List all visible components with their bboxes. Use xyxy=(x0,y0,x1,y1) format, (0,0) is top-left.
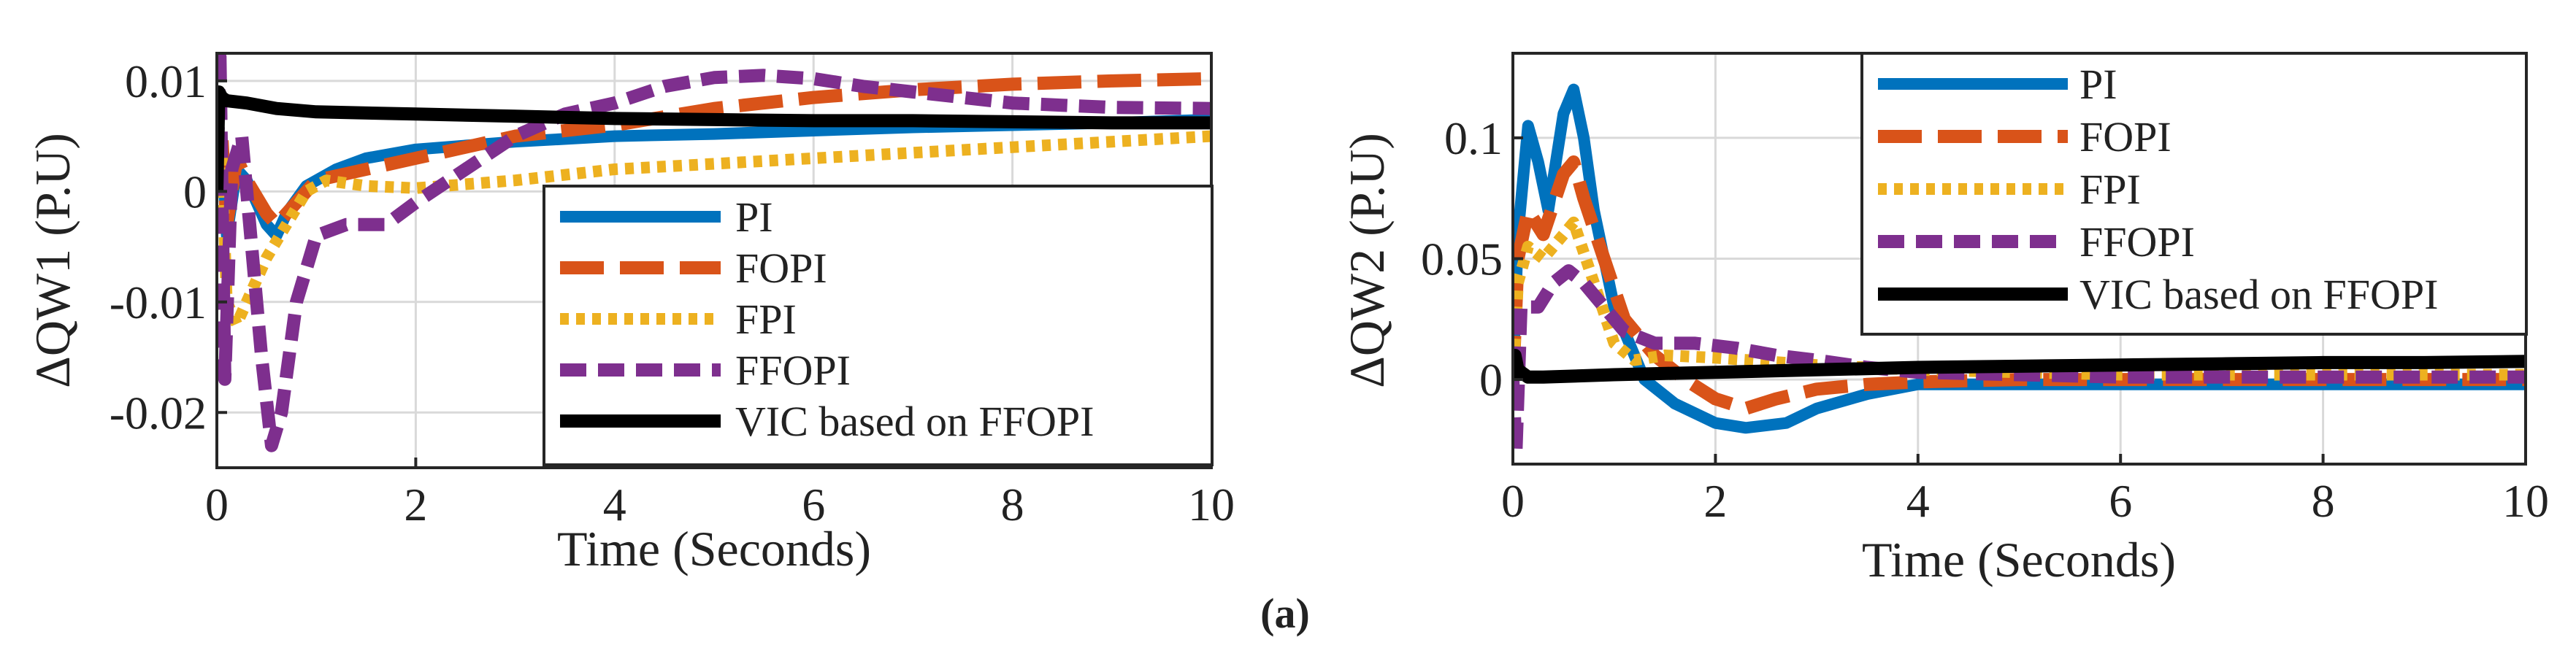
series-line-ffopi xyxy=(217,53,1211,452)
legend-label: VIC based on FFOPI xyxy=(2079,271,2438,318)
x-tick-label: 6 xyxy=(2109,475,2132,527)
x-axis-label: Time (Seconds) xyxy=(1862,532,2176,587)
y-axis-label: ΔQW2 (P.U) xyxy=(1339,133,1395,388)
x-tick-label: 0 xyxy=(205,479,229,530)
legend-label: PI xyxy=(735,193,773,241)
legend-label: FFOPI xyxy=(735,347,851,394)
legend: PI FOPI FPI FFOPI VIC based on FFOPI xyxy=(1860,52,2528,336)
legend-label: FOPI xyxy=(2079,113,2171,161)
y-tick-label: 0.1 xyxy=(1444,112,1503,164)
figure-caption: (a) xyxy=(1260,590,1310,637)
x-axis-label: Time (Seconds) xyxy=(557,521,871,576)
y-axis-label: ΔQW1 (P.U) xyxy=(25,133,80,388)
x-tick-label: 2 xyxy=(404,479,427,530)
legend-label: VIC based on FFOPI xyxy=(735,398,1094,445)
series-line-fpi xyxy=(1513,216,2526,381)
legend-box xyxy=(1860,52,2528,336)
series-group xyxy=(217,53,1211,452)
x-tick-label: 8 xyxy=(1001,479,1024,530)
series-line-vic-based-on-ffopi xyxy=(217,85,1211,192)
x-tick-label: 10 xyxy=(2502,475,2549,527)
y-tick-label: 0 xyxy=(1479,354,1503,406)
x-tick-label: 4 xyxy=(1906,475,1930,527)
chart-qw2: 0 2 4 6 8 10 0 0.05 0.1 Time (Seconds) ΔQW2 (P.U) P… xyxy=(1339,52,2549,587)
x-tick-label: 10 xyxy=(1188,479,1235,530)
y-tick-label: -0.01 xyxy=(110,277,207,328)
y-tick-label: 0.05 xyxy=(1421,234,1503,285)
series-line-fopi xyxy=(1513,155,2526,415)
y-tick-label: 0 xyxy=(183,166,207,217)
x-tick-label: 2 xyxy=(1703,475,1727,527)
series-line-ffopi xyxy=(1513,264,2526,459)
x-tick-label: 6 xyxy=(802,479,825,530)
x-tick-label: 4 xyxy=(603,479,626,530)
x-tick-label: 8 xyxy=(2312,475,2335,527)
y-tick-label: -0.02 xyxy=(110,387,207,439)
series-group xyxy=(1513,83,2526,459)
legend-label: PI xyxy=(2079,61,2117,108)
legend-label: FOPI xyxy=(735,244,827,292)
legend-label: FPI xyxy=(735,296,797,343)
legend-label: FFOPI xyxy=(2079,218,2195,266)
x-tick-label: 0 xyxy=(1501,475,1525,527)
series-line-vic-based-on-ffopi xyxy=(1513,349,2526,384)
y-tick-label: 0.01 xyxy=(125,55,207,107)
legend-label: FPI xyxy=(2079,166,2141,213)
chart-qw1: 0 2 4 6 8 10 -0.02 -0.01 0 0.01 Time (Seconds) ΔQW1… xyxy=(25,52,1235,576)
